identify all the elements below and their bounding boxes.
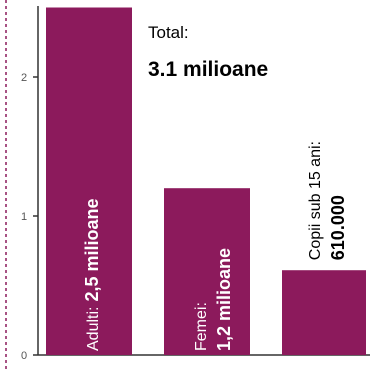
bar-category-label: Femei: (193, 302, 210, 351)
bar-value-label: 1,2 milioane (214, 248, 234, 351)
bar-value-label: 2,5 milioane (82, 198, 102, 301)
bar (282, 270, 366, 355)
total-value: 3.1 milioane (148, 58, 268, 81)
bar-labels: Adulti: 2,5 milioane Femei: 1,2 milioane Cop… (82, 141, 348, 351)
bar (164, 188, 250, 355)
bar-category-label: Copii sub 15 ani: (307, 141, 324, 260)
bars (46, 7, 366, 355)
total-label: Total: (148, 23, 189, 42)
bar-category-label: Adulti: (85, 307, 102, 351)
y-tick-label: 1 (21, 211, 27, 223)
y-tick-label: 2 (21, 72, 27, 84)
bar-value-label: 610.000 (328, 195, 348, 260)
bar (46, 7, 132, 355)
y-tick-label: 0 (21, 350, 27, 362)
y-ticks: 0 1 2 (21, 72, 38, 362)
